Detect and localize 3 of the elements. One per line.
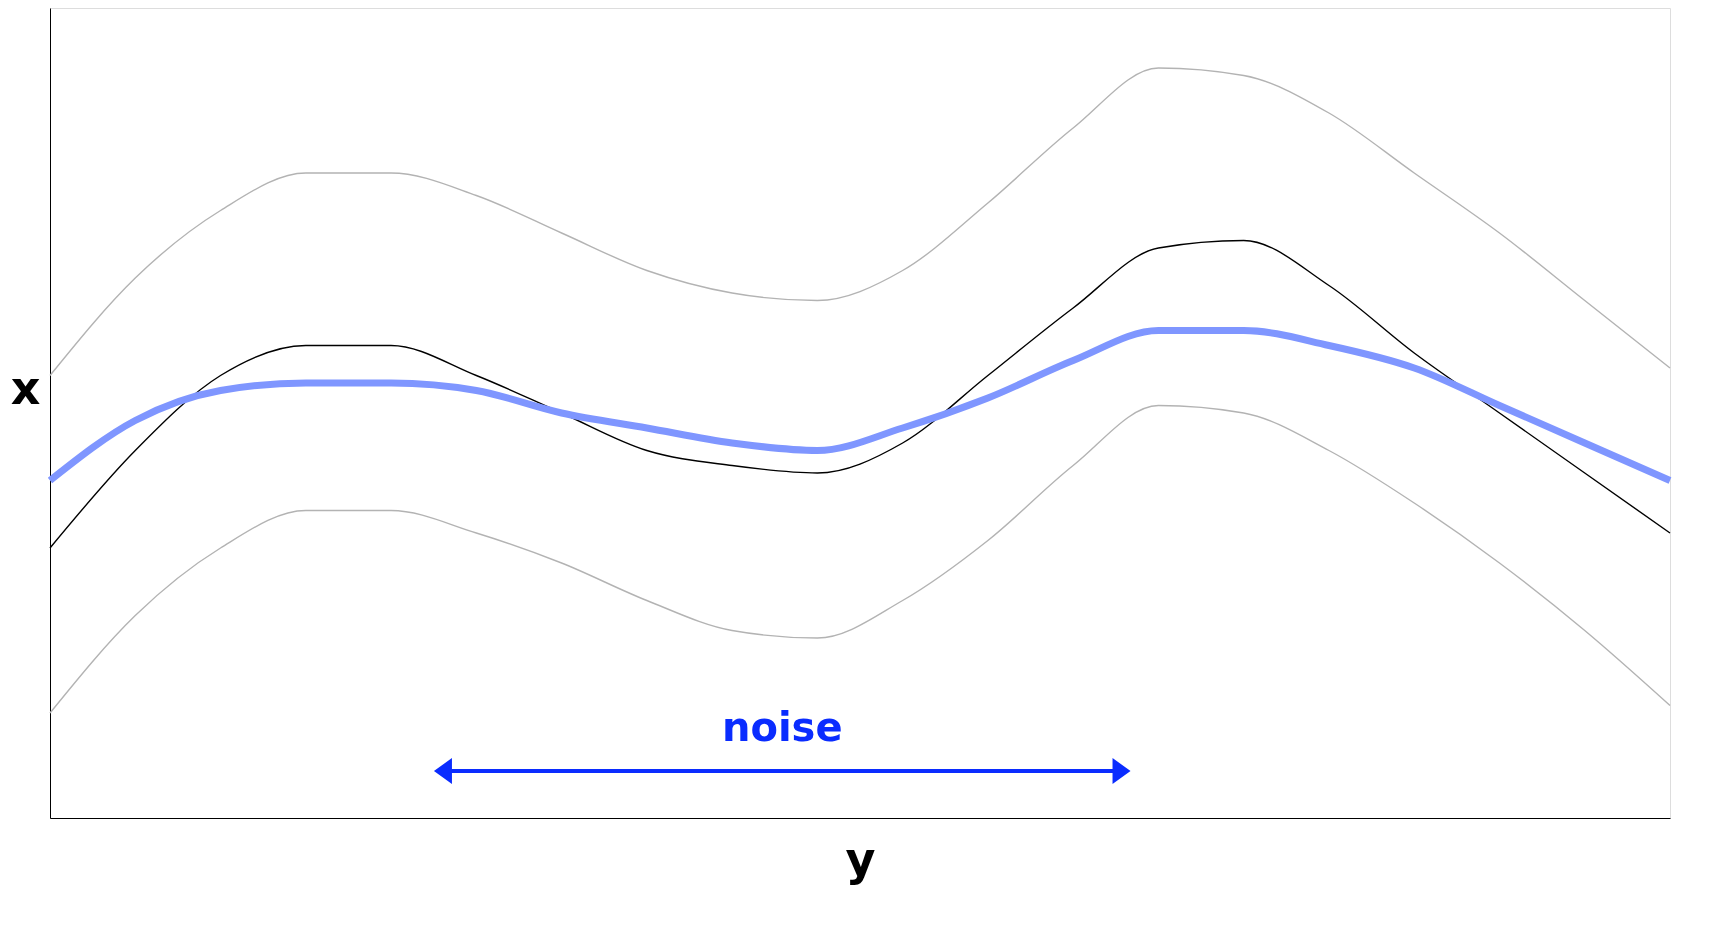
annotation: noise bbox=[721, 703, 843, 750]
y-axis-title: x bbox=[10, 360, 41, 415]
x-axis-title: y bbox=[845, 831, 876, 886]
